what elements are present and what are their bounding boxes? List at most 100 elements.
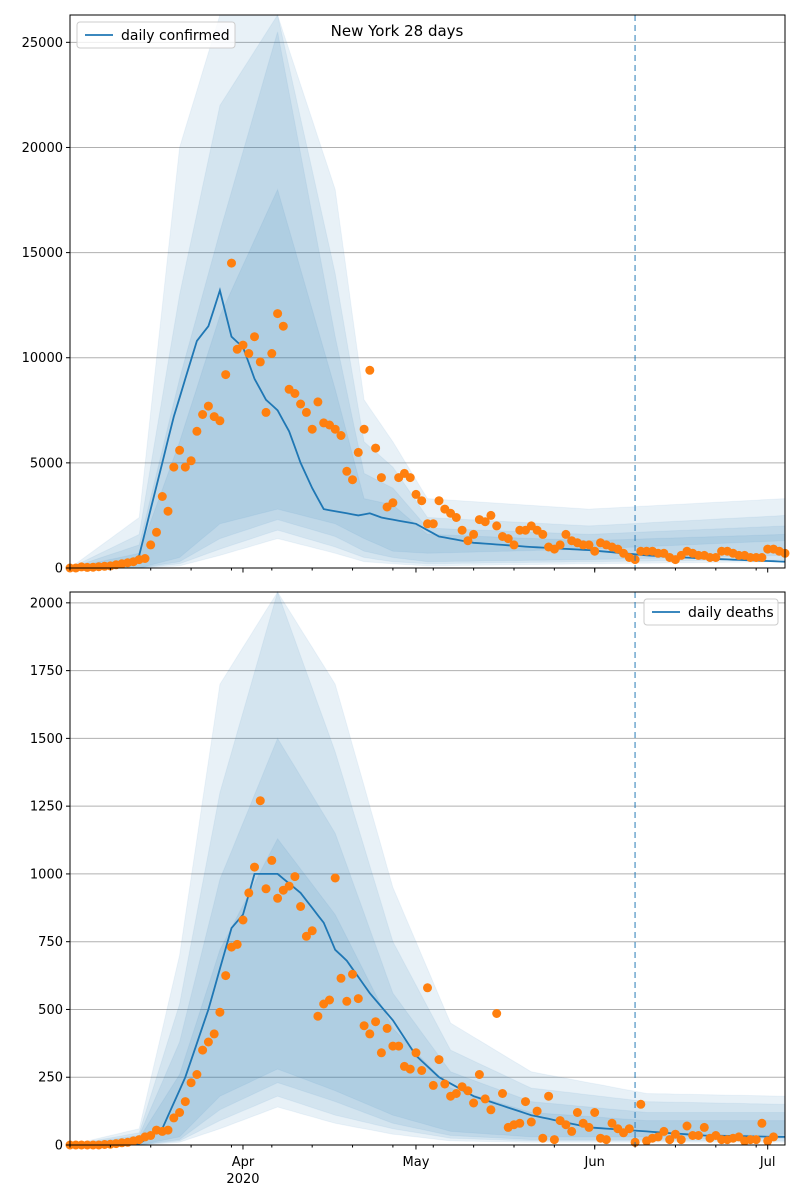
observed-point: [255, 357, 265, 367]
observed-point: [342, 996, 352, 1006]
observed-point: [175, 445, 185, 455]
observed-point: [353, 447, 363, 457]
bottom-legend-label: daily deaths: [688, 605, 774, 621]
observed-point: [359, 1021, 369, 1031]
observed-point: [238, 340, 248, 350]
observed-point: [180, 462, 190, 472]
observed-point: [198, 1045, 208, 1055]
y-tick-label: 5000: [30, 456, 63, 471]
observed-point: [757, 553, 767, 562]
y-tick-label: 2000: [30, 596, 63, 611]
observed-point: [463, 1086, 473, 1096]
observed-point: [330, 424, 340, 434]
observed-point: [561, 1120, 571, 1130]
x-tick-label: Jun: [584, 1155, 605, 1170]
observed-point: [290, 389, 300, 398]
observed-point: [469, 529, 479, 539]
observed-point: [278, 321, 288, 331]
observed-point: [238, 915, 248, 925]
observed-point: [250, 862, 259, 872]
observed-point: [417, 496, 427, 506]
observed-point: [198, 410, 208, 419]
observed-point: [307, 424, 317, 434]
observed-point: [538, 1133, 548, 1143]
observed-point: [342, 466, 352, 476]
observed-point: [526, 1117, 536, 1127]
observed-point: [146, 540, 156, 550]
observed-point: [203, 1037, 213, 1047]
observed-point: [428, 519, 438, 529]
observed-point: [348, 969, 357, 979]
observed-point: [567, 1126, 577, 1136]
bottom-observed-points: [65, 796, 778, 1150]
observed-point: [653, 1132, 663, 1142]
observed-point: [544, 1091, 554, 1101]
y-tick-label: 1000: [30, 867, 63, 882]
observed-point: [365, 365, 375, 375]
bottom-chart-panel: 0 250 500 750 1000 1250 1500 1750 2000 Apr 2020 May…: [30, 590, 786, 1187]
y-tick-label: 10000: [22, 351, 63, 366]
observed-point: [371, 443, 381, 453]
observed-point: [267, 855, 277, 865]
observed-point: [405, 473, 415, 483]
bottom-uncertainty-bands: [69, 590, 786, 1146]
observed-point: [469, 1098, 479, 1108]
observed-point: [405, 1064, 415, 1074]
observed-point: [376, 1048, 386, 1058]
observed-point: [549, 1135, 559, 1145]
observed-point: [457, 525, 467, 535]
bottom-axes: 0 250 500 750 1000 1250 1500 1750 2000 Apr 2020 May…: [30, 591, 786, 1187]
observed-point: [307, 926, 317, 936]
observed-point: [394, 1041, 404, 1051]
observed-point: [659, 1126, 669, 1136]
observed-point: [572, 1108, 582, 1117]
observed-point: [301, 931, 311, 941]
x-tick-label: Apr: [232, 1155, 255, 1170]
observed-point: [607, 1118, 617, 1128]
observed-point: [411, 1048, 421, 1058]
observed-point: [423, 983, 432, 993]
x-tick-year-label: 2020: [226, 1172, 259, 1187]
y-tick-label: 500: [38, 1003, 63, 1018]
top-legend-label: daily confirmed: [121, 28, 230, 44]
observed-point: [711, 553, 721, 562]
observed-point: [376, 473, 386, 483]
observed-point: [348, 475, 357, 485]
observed-point: [175, 1108, 185, 1117]
observed-point: [538, 529, 548, 539]
observed-point: [590, 1108, 600, 1117]
observed-point: [463, 536, 473, 546]
observed-point: [192, 426, 202, 436]
bottom-legend: daily deaths: [643, 598, 779, 626]
observed-point: [486, 1105, 496, 1115]
observed-point: [180, 1097, 190, 1107]
observed-point: [624, 1124, 634, 1134]
observed-point: [169, 1113, 179, 1123]
observed-point: [325, 995, 334, 1005]
observed-point: [203, 401, 213, 411]
observed-point: [434, 1055, 444, 1065]
observed-point: [480, 1094, 490, 1104]
observed-point: [330, 873, 340, 883]
observed-point: [503, 534, 513, 544]
observed-point: [561, 529, 571, 539]
observed-point: [636, 1099, 646, 1109]
observed-point: [757, 1118, 767, 1128]
top-chart-panel: 0 5000 10000 15000 20000 25000 daily confirme…: [22, 13, 790, 577]
observed-point: [451, 513, 461, 522]
observed-point: [382, 1023, 392, 1033]
observed-point: [273, 893, 283, 903]
top-legend: daily confirmed: [76, 21, 236, 49]
observed-point: [365, 1029, 375, 1039]
observed-point: [590, 546, 600, 556]
bottom-legend-box: [643, 598, 779, 626]
observed-point: [313, 397, 323, 407]
top-observed-points: [65, 258, 790, 573]
observed-point: [751, 1135, 761, 1145]
y-tick-label: 750: [38, 935, 63, 950]
observed-point: [301, 407, 311, 417]
observed-point: [532, 1106, 542, 1116]
observed-point: [296, 902, 306, 911]
observed-point: [169, 462, 179, 472]
observed-point: [140, 554, 150, 563]
